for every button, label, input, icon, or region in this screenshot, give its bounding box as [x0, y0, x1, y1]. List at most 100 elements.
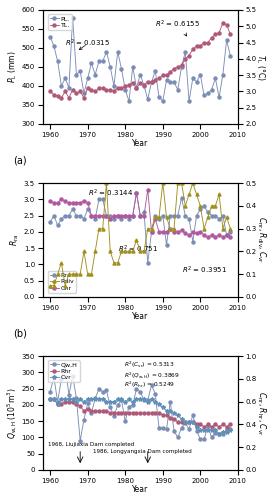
PL.: [109, 64, 112, 70]
Rdiv: [71, 271, 74, 277]
Rdiv: [109, 248, 112, 254]
Y-axis label: $C_\mathrm{nr}$, $R_\mathrm{hr}$, $C_\mathrm{vr}$: $C_\mathrm{nr}$, $R_\mathrm{hr}$, $C_\ma…: [255, 390, 268, 436]
TL.: [105, 86, 108, 92]
Cnr: [157, 229, 161, 235]
Cnr: [82, 198, 86, 204]
Qw,H: [135, 386, 138, 392]
Cvr: [195, 424, 198, 430]
Rra: [97, 196, 101, 202]
TL.: [120, 85, 123, 91]
Cvr: [112, 398, 115, 404]
PL.: [225, 38, 228, 44]
Text: $R^2$($C_\mathrm{vr}$) = 0.5313: $R^2$($C_\mathrm{vr}$) = 0.5313: [124, 360, 175, 370]
Rdiv: [202, 226, 206, 232]
Cnr: [191, 229, 194, 235]
TL.: [75, 90, 78, 96]
Qw,H: [123, 418, 127, 424]
TL.: [56, 93, 59, 99]
Cvr: [142, 396, 146, 402]
Rra: [101, 196, 104, 202]
Rhr: [60, 401, 63, 407]
PL.: [188, 98, 191, 104]
Qw,H: [97, 386, 101, 392]
Rhr: [67, 398, 71, 404]
PL.: [48, 34, 52, 40]
Rdiv: [112, 260, 115, 266]
Rhr: [64, 398, 67, 404]
PL.: [210, 86, 213, 92]
Qw,H: [60, 376, 63, 382]
Qw,H: [86, 400, 89, 406]
Qw,H: [48, 389, 52, 395]
Rhr: [71, 398, 74, 404]
Rra: [169, 212, 172, 218]
Cvr: [86, 396, 89, 402]
Cnr: [71, 200, 74, 205]
Rra: [75, 212, 78, 218]
Rdiv: [225, 214, 228, 220]
Rhr: [94, 408, 97, 414]
Cnr: [188, 232, 191, 238]
Cnr: [176, 229, 180, 235]
PL.: [105, 48, 108, 54]
Cvr: [161, 404, 164, 410]
Rra: [210, 212, 213, 218]
Rhr: [191, 419, 194, 425]
Qw,H: [191, 412, 194, 418]
TL.: [214, 32, 217, 38]
Cvr: [176, 412, 180, 418]
TL.: [79, 88, 82, 94]
Rra: [60, 216, 63, 222]
TL.: [225, 22, 228, 28]
Rra: [161, 212, 164, 218]
Rra: [64, 212, 67, 218]
Rra: [199, 206, 202, 212]
Cnr: [225, 232, 228, 238]
Rra: [225, 232, 228, 238]
Qw,H: [101, 389, 104, 395]
TL.: [206, 40, 210, 46]
Rhr: [150, 410, 153, 416]
Rhr: [86, 406, 89, 411]
PL.: [180, 64, 183, 70]
Qw,H: [165, 426, 168, 432]
PL.: [142, 83, 146, 89]
Rra: [79, 212, 82, 218]
Rhr: [169, 414, 172, 420]
Cvr: [202, 427, 206, 433]
Rra: [94, 216, 97, 222]
Cnr: [180, 227, 183, 233]
Cvr: [48, 396, 52, 402]
Qw,H: [64, 362, 67, 368]
Rhr: [146, 410, 149, 416]
Rdiv: [82, 248, 86, 254]
Line: Cnr: Cnr: [49, 188, 232, 238]
Cnr: [94, 212, 97, 218]
Qw,H: [82, 416, 86, 422]
Qw,H: [94, 396, 97, 402]
Rhr: [229, 422, 232, 428]
Cnr: [229, 234, 232, 239]
PL.: [82, 90, 86, 96]
TL.: [202, 40, 206, 46]
Text: $R^2$ = 0.3144: $R^2$ = 0.3144: [88, 188, 133, 199]
Qw,H: [71, 372, 74, 378]
TL.: [101, 85, 104, 91]
Rra: [86, 206, 89, 212]
Rhr: [154, 410, 157, 416]
Cnr: [97, 212, 101, 218]
Y-axis label: $P_\mathrm{L}$ (mm): $P_\mathrm{L}$ (mm): [6, 50, 19, 83]
PL.: [79, 68, 82, 73]
Rhr: [214, 422, 217, 428]
PL.: [172, 79, 176, 85]
Cvr: [169, 408, 172, 414]
Text: 1986, Longyangxia Dam completed: 1986, Longyangxia Dam completed: [93, 449, 192, 454]
Cnr: [52, 200, 56, 205]
Cvr: [218, 430, 221, 436]
Rdiv: [184, 203, 187, 209]
TL.: [176, 64, 180, 70]
Rra: [56, 222, 59, 228]
Rhr: [97, 408, 101, 414]
Line: PL.: PL.: [49, 16, 232, 102]
Cvr: [229, 427, 232, 433]
